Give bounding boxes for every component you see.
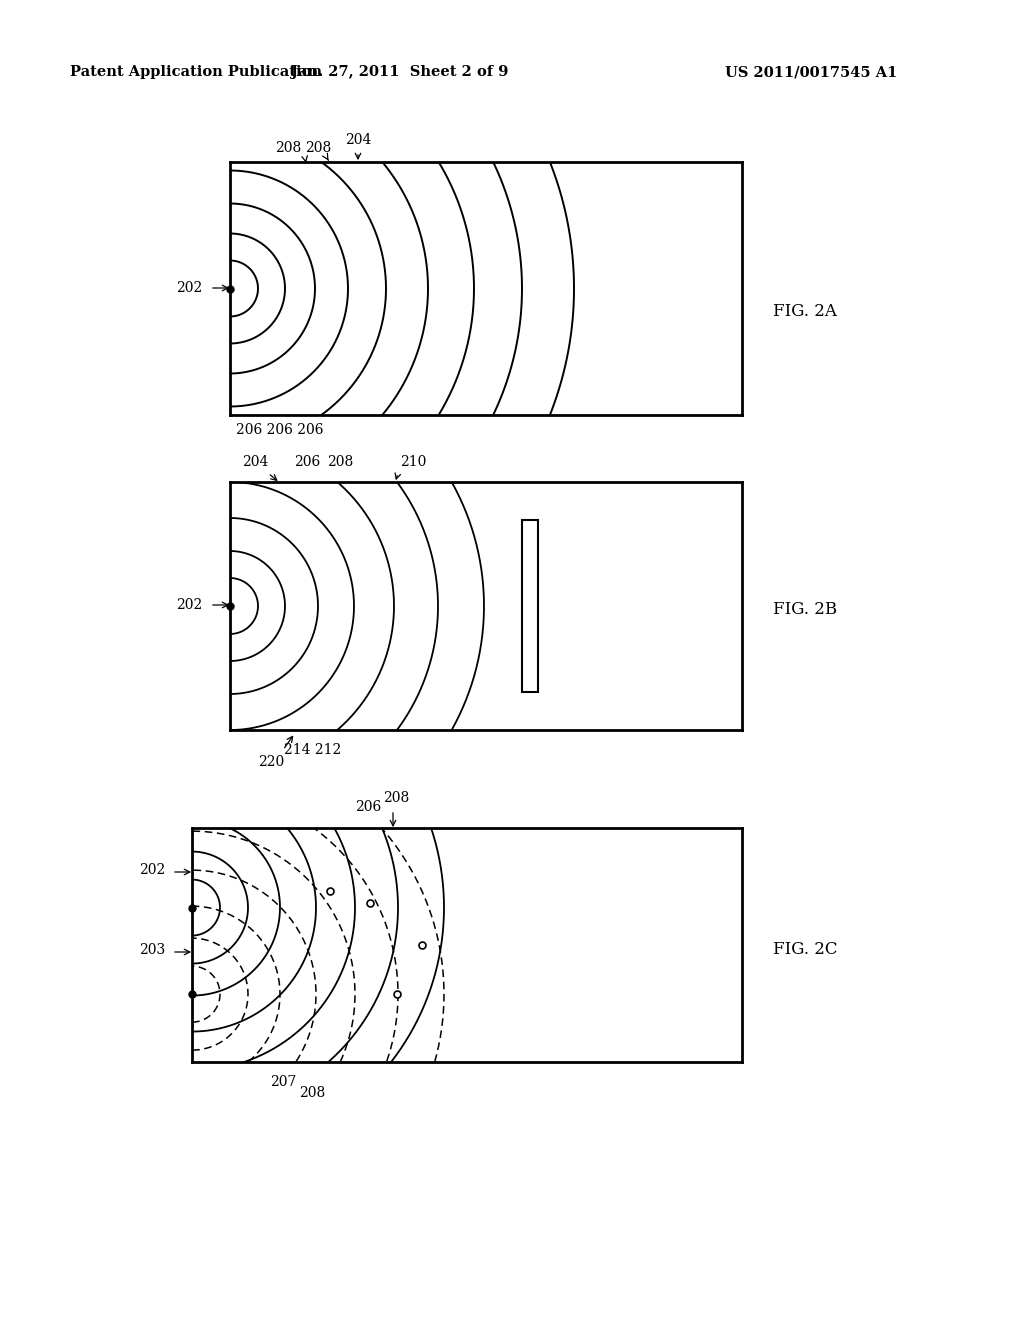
Text: 220: 220 (258, 755, 284, 770)
Text: 200: 200 (615, 598, 645, 612)
Text: FIG. 2B: FIG. 2B (773, 602, 838, 619)
Text: 218: 218 (590, 590, 616, 605)
Text: 202: 202 (176, 281, 202, 294)
Text: 206: 206 (355, 800, 381, 814)
Text: 206 206 206: 206 206 206 (237, 422, 324, 437)
Text: 208: 208 (299, 1086, 326, 1100)
Bar (522, 520, 538, 692)
Text: 200: 200 (586, 281, 614, 294)
Text: 226: 226 (443, 912, 468, 924)
Text: 202: 202 (138, 863, 165, 876)
Text: 208: 208 (327, 455, 353, 469)
Text: 228: 228 (415, 948, 440, 961)
Text: 222: 222 (291, 857, 315, 870)
Text: 208: 208 (274, 141, 301, 154)
Text: 206: 206 (294, 455, 321, 469)
Text: 200: 200 (595, 939, 625, 952)
Text: 208: 208 (305, 141, 331, 154)
Text: 216: 216 (572, 642, 598, 655)
Text: 214 212: 214 212 (285, 743, 342, 756)
Text: FIG. 2A: FIG. 2A (773, 304, 837, 321)
Text: US 2011/0017545 A1: US 2011/0017545 A1 (725, 65, 897, 79)
Text: 208: 208 (383, 791, 410, 805)
Text: 202: 202 (176, 598, 202, 612)
Text: 203: 203 (138, 942, 165, 957)
Text: 224: 224 (328, 846, 352, 858)
Text: 204: 204 (345, 133, 371, 147)
Text: Jan. 27, 2011  Sheet 2 of 9: Jan. 27, 2011 Sheet 2 of 9 (291, 65, 509, 79)
Text: FIG. 2C: FIG. 2C (773, 941, 838, 958)
Text: 204: 204 (242, 455, 268, 469)
Text: Patent Application Publication: Patent Application Publication (70, 65, 322, 79)
Text: 210: 210 (400, 455, 426, 469)
Text: 207: 207 (269, 1074, 296, 1089)
